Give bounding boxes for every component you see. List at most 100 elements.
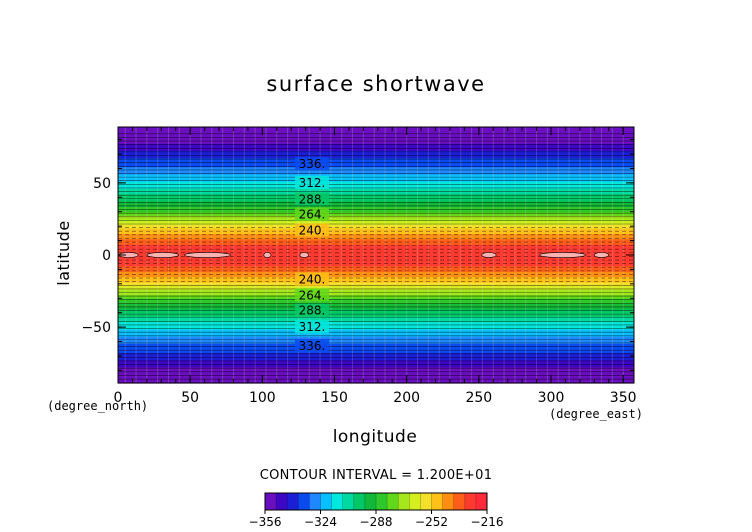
heatmap-band xyxy=(118,231,634,234)
heatmap-band xyxy=(118,236,634,240)
contour-label: 240. xyxy=(299,273,326,287)
heatmap-band xyxy=(118,235,634,238)
heatmap-band xyxy=(118,253,634,256)
heatmap-band xyxy=(118,256,634,260)
heatmap-band xyxy=(118,269,634,272)
heatmap-band xyxy=(118,166,634,170)
heatmap-band xyxy=(118,199,634,202)
heatmap-band xyxy=(118,314,634,317)
heatmap-band xyxy=(118,163,634,166)
heatmap-band xyxy=(118,247,634,251)
heatmap-band xyxy=(118,238,634,242)
heatmap-band xyxy=(118,292,634,296)
heatmap-band xyxy=(118,285,634,289)
colorbar-segment xyxy=(420,493,432,510)
heatmap-band xyxy=(118,226,634,229)
contour-label: 288. xyxy=(299,192,326,206)
heatmap-band xyxy=(118,379,634,382)
heatmap-band xyxy=(118,188,634,191)
heatmap-band xyxy=(118,233,634,236)
heatmap-band xyxy=(118,332,634,335)
contour-label-bg xyxy=(295,320,329,334)
colorbar-tick-label: −288 xyxy=(360,515,393,529)
heatmap-band xyxy=(118,184,634,188)
heatmap-band xyxy=(118,336,634,339)
heatmap-band xyxy=(118,339,634,343)
contour-label-bg xyxy=(295,223,329,237)
contour-label-bg xyxy=(295,175,329,189)
x-axis-units: (degree_east) xyxy=(549,407,643,421)
colorbar-segment xyxy=(398,493,410,510)
highlight-patch xyxy=(594,252,610,258)
heatmap-band xyxy=(118,343,634,346)
colorbar-segment xyxy=(431,493,443,510)
heatmap-band xyxy=(118,276,634,280)
heatmap-band xyxy=(118,278,634,281)
heatmap-band xyxy=(118,227,634,231)
colorbar-tick-label: −252 xyxy=(415,515,448,529)
colorbar-segment xyxy=(453,493,466,510)
y-axis-units: (degree_north) xyxy=(47,399,149,413)
colorbar-segment xyxy=(298,493,310,510)
colorbar-segment xyxy=(276,493,288,510)
heatmap-band xyxy=(118,244,634,247)
heatmap-band xyxy=(118,262,634,265)
colorbar-segment xyxy=(331,493,344,510)
heatmap-band xyxy=(118,134,634,137)
highlight-patch xyxy=(299,252,309,258)
heatmap-band xyxy=(118,217,634,220)
contour-label: 264. xyxy=(299,208,326,222)
heatmap-band xyxy=(118,354,634,357)
colorbar-segment xyxy=(342,493,355,510)
heatmap-band xyxy=(118,181,634,184)
y-tick-label: −50 xyxy=(81,320,111,336)
heatmap-band xyxy=(118,137,634,141)
heatmap-band xyxy=(118,229,634,233)
contour-label: 312. xyxy=(299,176,326,190)
heatmap-band xyxy=(118,202,634,206)
heatmap-band xyxy=(118,375,634,379)
heatmap-band xyxy=(118,255,634,258)
x-tick-label: 50 xyxy=(181,390,199,406)
colorbar-segment xyxy=(376,493,388,510)
contour-label-bg xyxy=(295,192,329,206)
heatmap-band xyxy=(118,318,634,321)
heatmap-band xyxy=(118,159,634,162)
x-tick-label: 200 xyxy=(393,390,420,406)
chart-title: surface shortwave xyxy=(266,72,486,96)
heatmap-band xyxy=(118,206,634,209)
heatmap-band xyxy=(118,307,634,310)
highlight-patch xyxy=(184,252,231,258)
heatmap-band xyxy=(118,267,634,271)
heatmap-band xyxy=(118,361,634,364)
heatmap-band xyxy=(118,213,634,216)
colorbar-segment xyxy=(464,493,477,510)
heatmap-band xyxy=(118,364,634,368)
x-tick-label: 350 xyxy=(610,390,637,406)
heatmap-band xyxy=(118,280,634,283)
heatmap-band xyxy=(118,328,634,332)
heatmap-band xyxy=(118,325,634,328)
heatmap-band xyxy=(118,155,634,159)
contour-label: 336. xyxy=(299,339,326,353)
heatmap-band xyxy=(118,130,634,134)
heatmap-band xyxy=(118,127,634,130)
heatmap-band xyxy=(118,368,634,371)
heatmap-band xyxy=(118,177,634,180)
colorbar-segment xyxy=(409,493,421,510)
highlight-patch xyxy=(263,252,272,258)
x-tick-label: 300 xyxy=(538,390,565,406)
heatmap-band xyxy=(118,381,634,384)
heatmap-band xyxy=(118,310,634,314)
contour-label-bg xyxy=(295,207,329,221)
contour-label: 336. xyxy=(299,157,326,171)
contour-label: 312. xyxy=(299,320,326,334)
heatmap-band xyxy=(118,303,634,307)
contour-label-bg xyxy=(295,272,329,286)
colorbar-tick-label: −324 xyxy=(304,515,337,529)
heatmap-band xyxy=(118,240,634,243)
heatmap-band xyxy=(118,209,634,213)
heatmap-band xyxy=(118,195,634,198)
heatmap-band xyxy=(118,296,634,299)
heatmap-band xyxy=(118,258,634,262)
